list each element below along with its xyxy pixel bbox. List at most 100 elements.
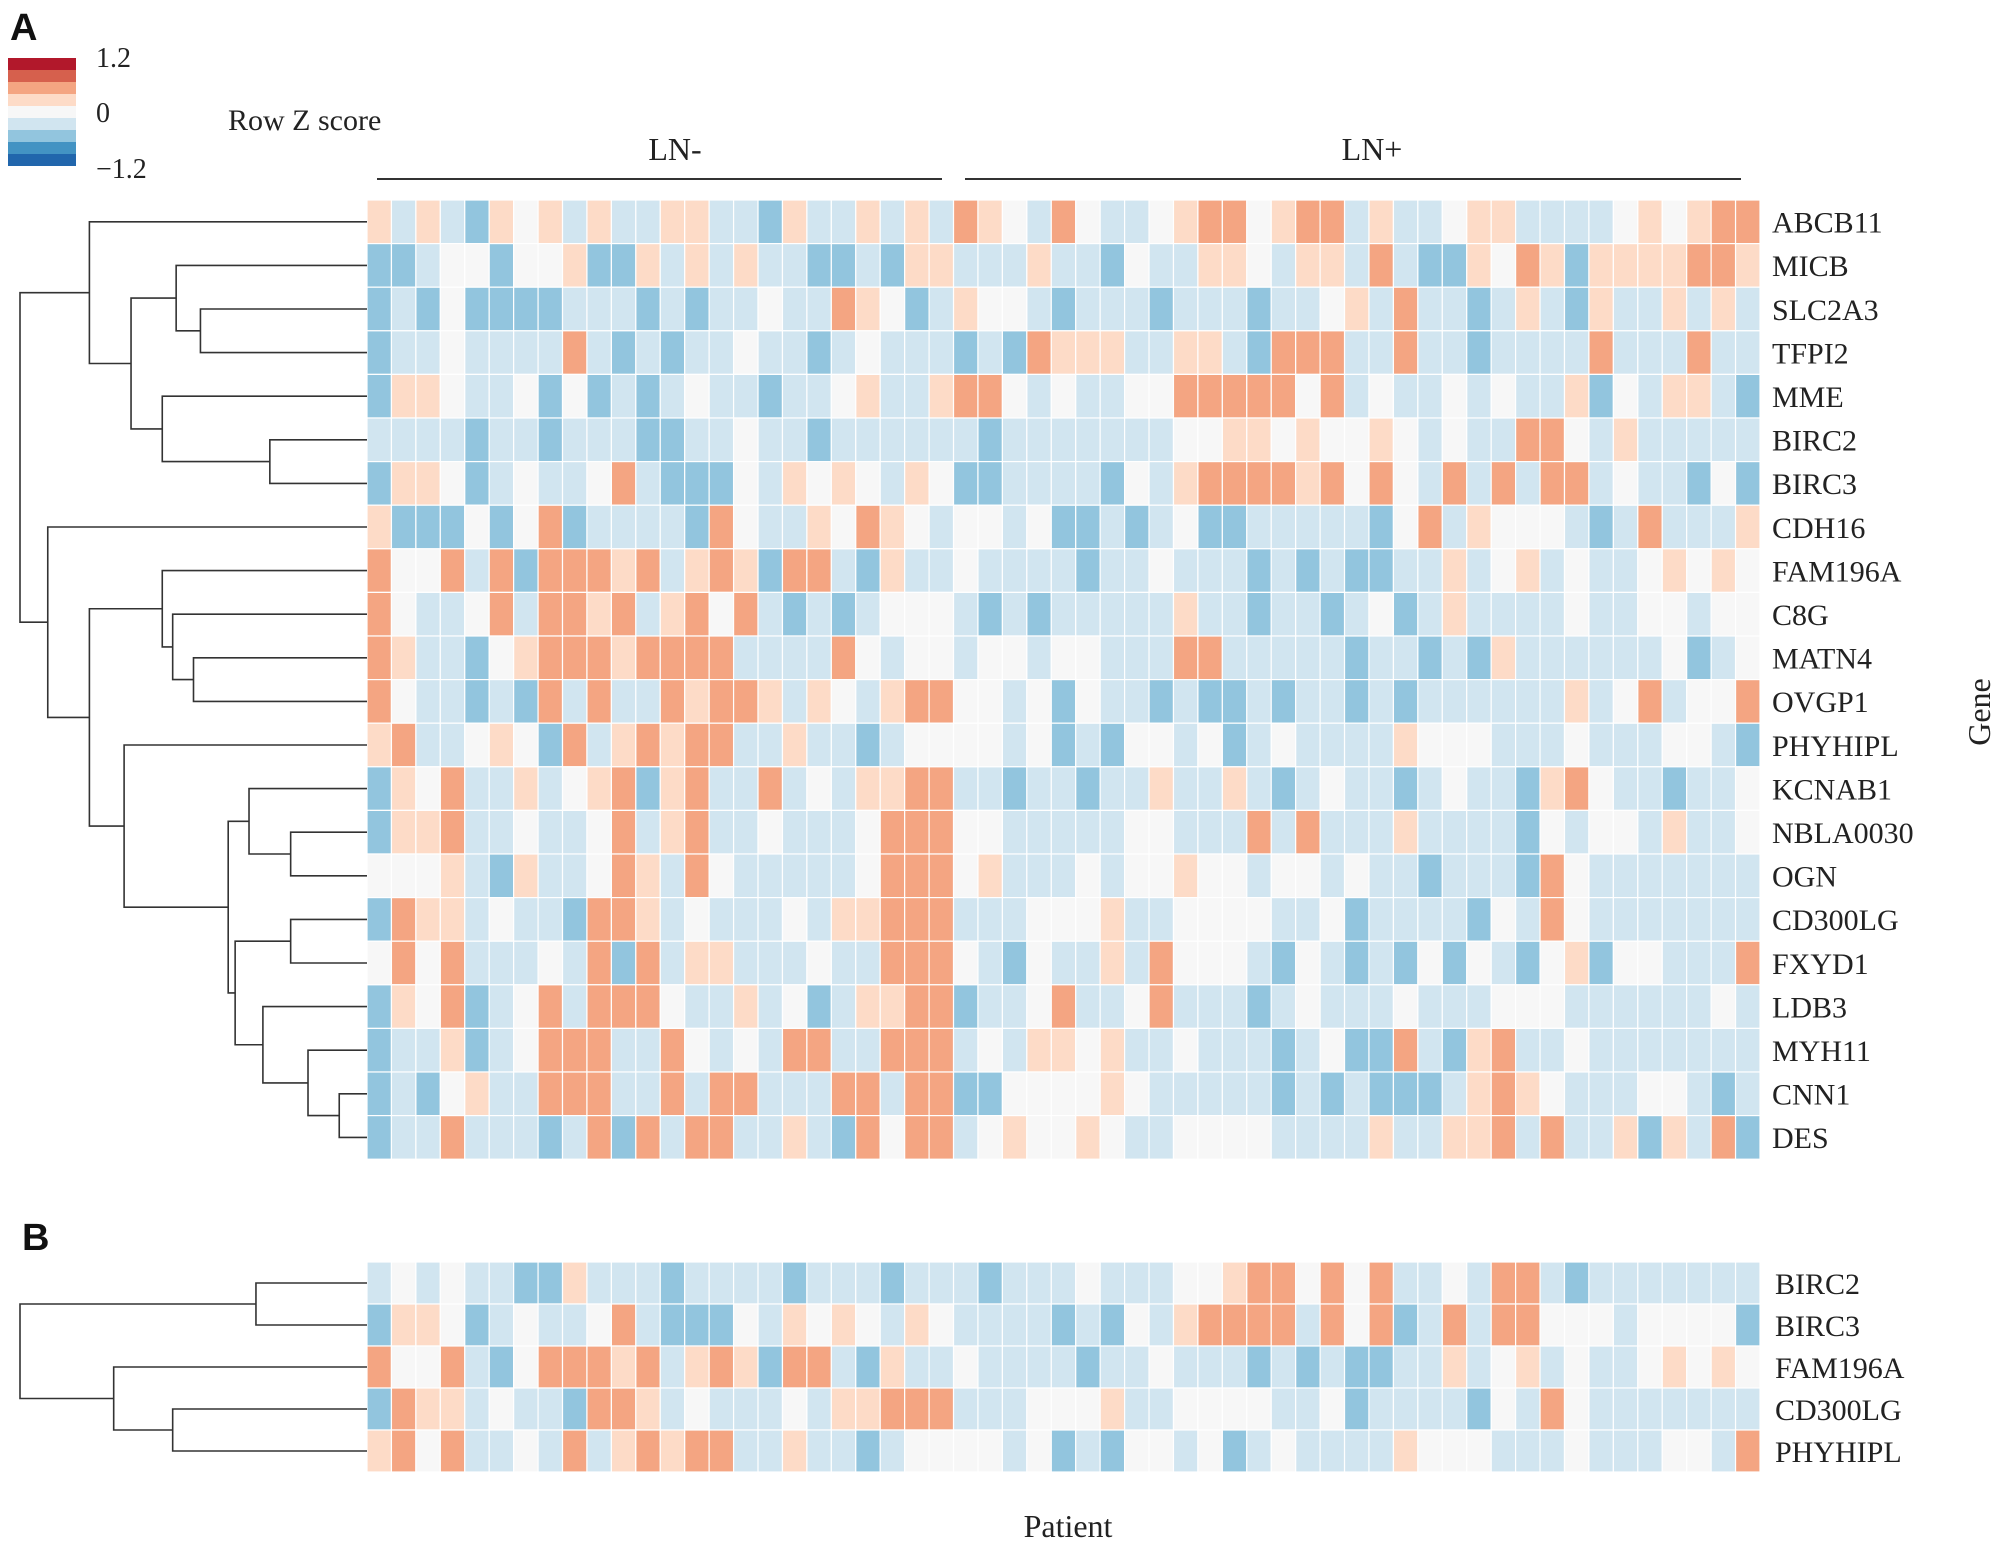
heatmap-cell bbox=[1148, 1387, 1175, 1431]
heatmap-cell bbox=[659, 1261, 686, 1305]
heatmap-cell bbox=[1270, 1429, 1297, 1473]
heatmap-cell bbox=[708, 591, 735, 637]
legend-swatch bbox=[8, 142, 76, 154]
heatmap-cell bbox=[781, 940, 808, 986]
heatmap-cell bbox=[1197, 678, 1223, 724]
row-label: BIRC2 bbox=[1772, 425, 1857, 458]
dendrogram-branch bbox=[130, 297, 177, 430]
heatmap-cell bbox=[1490, 330, 1517, 375]
heatmap-cell bbox=[1588, 1303, 1614, 1347]
heatmap-cell bbox=[366, 1071, 393, 1117]
heatmap-cell bbox=[1075, 1387, 1101, 1431]
heatmap-cell bbox=[464, 461, 490, 506]
heatmap-cell bbox=[928, 1303, 955, 1347]
heatmap-cell bbox=[439, 1303, 466, 1347]
heatmap-cell bbox=[952, 461, 979, 506]
dendrogram-branch bbox=[192, 657, 367, 703]
heatmap-cell bbox=[537, 853, 564, 899]
heatmap-cell bbox=[1172, 286, 1199, 332]
row-label: MYH11 bbox=[1772, 1035, 1871, 1068]
legend-min-label: −1.2 bbox=[96, 154, 147, 185]
heatmap-cell bbox=[928, 1345, 955, 1389]
heatmap-cell bbox=[1270, 853, 1297, 899]
heatmap-cell bbox=[1710, 1303, 1737, 1347]
heatmap-cell bbox=[1588, 1345, 1614, 1389]
heatmap-cell bbox=[1221, 1303, 1248, 1347]
heatmap-cell bbox=[1490, 678, 1517, 724]
heatmap-cell bbox=[1417, 286, 1443, 332]
heatmap-cell bbox=[1417, 766, 1443, 811]
heatmap-cell bbox=[1148, 1027, 1175, 1073]
heatmap-cell bbox=[537, 330, 564, 375]
heatmap-cell bbox=[732, 461, 759, 506]
heatmap-cell bbox=[635, 1303, 661, 1347]
heatmap-cell bbox=[1588, 1114, 1614, 1160]
heatmap-cell bbox=[1099, 1071, 1126, 1117]
heatmap-cell bbox=[904, 548, 930, 593]
heatmap-cell bbox=[1710, 199, 1737, 245]
heatmap-cell bbox=[1050, 1027, 1077, 1073]
heatmap-cell bbox=[952, 1303, 979, 1347]
heatmap-cell bbox=[977, 722, 1004, 768]
heatmap-cell bbox=[684, 417, 710, 463]
heatmap-cell bbox=[488, 722, 515, 768]
heatmap-cell bbox=[928, 1071, 955, 1117]
heatmap-cell bbox=[1563, 722, 1590, 768]
heatmap-cell bbox=[561, 504, 588, 550]
heatmap-cell bbox=[1295, 896, 1321, 942]
heatmap-cell bbox=[1734, 330, 1761, 375]
heatmap-cell bbox=[1270, 940, 1297, 986]
heatmap-cell bbox=[488, 417, 515, 463]
heatmap-cell bbox=[904, 373, 930, 419]
heatmap-cell bbox=[1392, 896, 1419, 942]
heatmap-cell bbox=[1515, 504, 1541, 550]
heatmap-cell bbox=[684, 1429, 710, 1473]
heatmap-cell bbox=[1368, 1027, 1395, 1073]
heatmap-cell bbox=[879, 809, 906, 855]
heatmap-cell bbox=[1075, 373, 1101, 419]
heatmap-cell bbox=[659, 984, 686, 1029]
heatmap-cell bbox=[928, 243, 955, 288]
heatmap-cell bbox=[1515, 1261, 1541, 1305]
heatmap-cell bbox=[1123, 199, 1150, 245]
heatmap-cell bbox=[610, 417, 637, 463]
heatmap-cell bbox=[366, 286, 393, 332]
heatmap-cell bbox=[952, 504, 979, 550]
heatmap-cell bbox=[488, 809, 515, 855]
heatmap-cell bbox=[830, 896, 857, 942]
heatmap-cell bbox=[1246, 1387, 1272, 1431]
heatmap-cell bbox=[855, 199, 881, 245]
heatmap-cell bbox=[1392, 243, 1419, 288]
heatmap-cell bbox=[1417, 1071, 1443, 1117]
heatmap-cell bbox=[1515, 548, 1541, 593]
heatmap-cell bbox=[977, 1345, 1004, 1389]
heatmap-cell bbox=[855, 1429, 881, 1473]
dendrogram-branch bbox=[112, 1366, 367, 1431]
heatmap-cell bbox=[1637, 678, 1663, 724]
heatmap-cell bbox=[390, 809, 417, 855]
heatmap-cell bbox=[806, 635, 832, 681]
heatmap-cell bbox=[684, 591, 710, 637]
heatmap-cell bbox=[1319, 1071, 1346, 1117]
heatmap-cell bbox=[586, 417, 612, 463]
heatmap-cell bbox=[1197, 461, 1223, 506]
heatmap-cell bbox=[757, 461, 784, 506]
heatmap-cell bbox=[1123, 417, 1150, 463]
heatmap-cell bbox=[1515, 766, 1541, 811]
heatmap-cell bbox=[390, 243, 417, 288]
heatmap-cell bbox=[586, 809, 612, 855]
heatmap-cell bbox=[1417, 1345, 1443, 1389]
heatmap-cell bbox=[513, 809, 539, 855]
heatmap-cell bbox=[1637, 940, 1663, 986]
heatmap-cell bbox=[1515, 286, 1541, 332]
heatmap-cell bbox=[537, 896, 564, 942]
heatmap-cell bbox=[830, 286, 857, 332]
heatmap-cell bbox=[952, 896, 979, 942]
heatmap-cell bbox=[1001, 417, 1028, 463]
heatmap-cell bbox=[1515, 853, 1541, 899]
heatmap-cell bbox=[977, 1387, 1004, 1431]
heatmap-cell bbox=[1563, 286, 1590, 332]
heatmap-cell bbox=[659, 635, 686, 681]
heatmap-cell bbox=[1686, 548, 1712, 593]
heatmap-cell bbox=[1221, 243, 1248, 288]
